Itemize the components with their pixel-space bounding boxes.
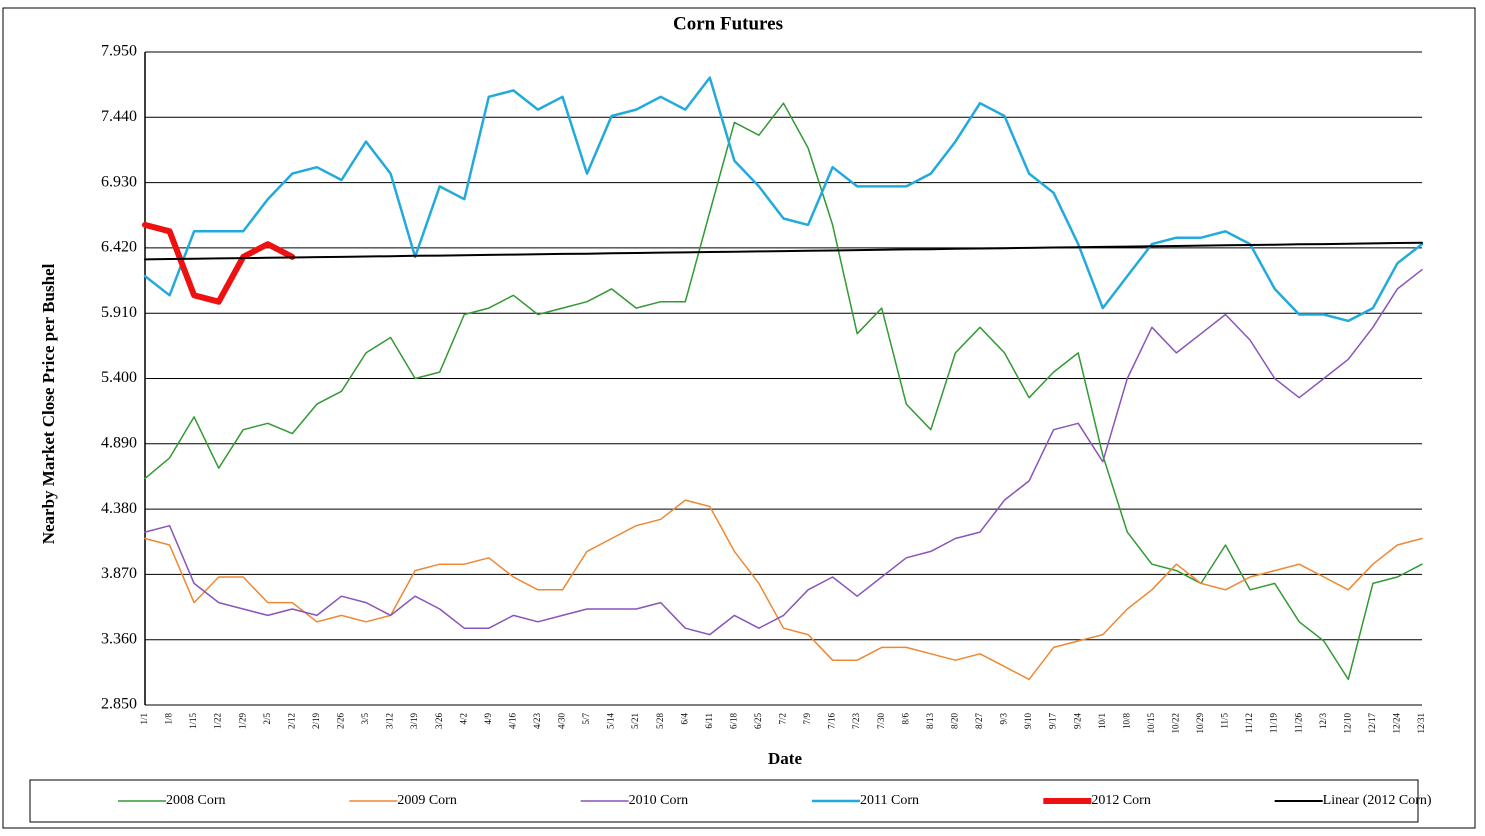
x-tick-label: 7/2 (778, 713, 788, 725)
x-tick-label: 11/26 (1293, 713, 1303, 734)
y-tick-label: 5.400 (101, 369, 137, 386)
chart-border (2, 7, 1476, 829)
x-tick-label: 8/13 (925, 713, 935, 730)
x-tick-label: 10/1 (1097, 713, 1107, 729)
x-tick-label: 7/16 (827, 713, 837, 730)
x-tick-label: 7/23 (851, 713, 861, 730)
x-tick-label: 3/12 (385, 713, 395, 729)
x-tick-label: 3/5 (360, 713, 370, 725)
x-tick-label: 4/23 (532, 713, 542, 730)
x-tick-label: 4/16 (507, 713, 517, 730)
legend-label: 2011 Corn (860, 793, 919, 808)
legend-label: Linear (2012 Corn) (1323, 793, 1432, 808)
x-tick-label: 1/8 (164, 713, 174, 725)
legend-label: 2010 Corn (629, 793, 689, 808)
x-tick-label: 2/12 (286, 713, 296, 729)
y-tick-label: 2.850 (101, 696, 137, 713)
y-tick-label: 4.380 (101, 500, 137, 517)
x-tick-label: 6/11 (704, 713, 714, 729)
series-line (143, 76, 1424, 323)
x-tick-label: 10/29 (1195, 713, 1205, 734)
x-tick-label: 3/26 (434, 713, 444, 730)
y-tick-label: 7.440 (101, 108, 137, 125)
x-tick-label: 10/15 (1146, 713, 1156, 734)
y-tick-label: 5.910 (101, 304, 137, 321)
x-tick-label: 6/18 (728, 713, 738, 730)
x-tick-label: 5/7 (581, 713, 591, 725)
x-tick-label: 4/30 (557, 713, 567, 730)
y-tick-label: 3.360 (101, 630, 137, 647)
x-tick-label: 12/24 (1392, 713, 1402, 734)
x-tick-label: 4/2 (458, 713, 468, 725)
y-axis-title: Nearby Market Close Price per Bushel (39, 263, 58, 544)
y-tick-label: 6.420 (101, 239, 137, 256)
x-tick-label: 11/5 (1220, 713, 1230, 729)
x-tick-label: 2/19 (311, 713, 321, 730)
plot-lines (142, 76, 1424, 681)
x-tick-label: 10/22 (1170, 713, 1180, 734)
series-line (144, 241, 1423, 261)
legend: 2008 Corn 2009 Corn 2010 Corn 2011 Corn 2012… (118, 793, 1432, 808)
x-tick-label: 2/26 (336, 713, 346, 730)
legend-box (29, 779, 1419, 823)
x-tick-label: 8/6 (900, 713, 910, 725)
legend-label: 2009 Corn (397, 793, 457, 808)
x-tick-label: 7/9 (802, 713, 812, 725)
x-tick-label: 10/8 (1121, 713, 1131, 730)
x-tick-label: 6/4 (679, 713, 689, 725)
grid: 2.850 3.360 3.870 4.380 4.890 5.400 5.910 6.420… (101, 43, 1426, 734)
legend-label: 2012 Corn (1091, 793, 1151, 808)
x-tick-label: 6/25 (753, 713, 763, 730)
x-tick-label: 9/24 (1072, 713, 1082, 730)
x-tick-label: 12/31 (1416, 713, 1426, 734)
series-line (144, 499, 1423, 681)
x-tick-label: 8/27 (974, 713, 984, 730)
x-tick-label: 2/5 (262, 713, 272, 725)
x-tick-label: 11/19 (1269, 713, 1279, 734)
x-tick-label: 1/22 (213, 713, 223, 729)
series-line (142, 221, 296, 305)
x-tick-label: 9/3 (999, 713, 1009, 725)
x-tick-label: 5/28 (655, 713, 665, 730)
x-tick-label: 11/12 (1244, 713, 1254, 733)
x-tick-label: 1/29 (237, 713, 247, 730)
x-tick-label: 9/17 (1048, 713, 1058, 730)
x-tick-label: 4/9 (483, 713, 493, 725)
series-line (144, 102, 1423, 681)
x-tick-label: 12/17 (1367, 713, 1377, 734)
x-tick-label: 8/20 (949, 713, 959, 730)
x-tick-label: 1/15 (188, 713, 198, 730)
x-tick-label: 5/21 (630, 713, 640, 729)
y-tick-label: 7.950 (101, 43, 137, 60)
x-tick-label: 12/10 (1342, 713, 1352, 734)
x-tick-label: 9/10 (1023, 713, 1033, 730)
x-tick-label: 5/14 (606, 713, 616, 730)
legend-label: 2008 Corn (166, 793, 226, 808)
y-tick-label: 6.930 (101, 173, 137, 190)
x-tick-label: 7/30 (876, 713, 886, 730)
x-tick-label: 1/1 (139, 713, 149, 725)
x-axis-title: Date (768, 749, 802, 768)
x-tick-label: 3/19 (409, 713, 419, 730)
y-tick-label: 3.870 (101, 565, 137, 582)
series-line (144, 268, 1423, 636)
chart-title: Corn Futures (673, 13, 783, 34)
y-tick-label: 4.890 (101, 434, 137, 451)
x-tick-label: 12/3 (1318, 713, 1328, 730)
